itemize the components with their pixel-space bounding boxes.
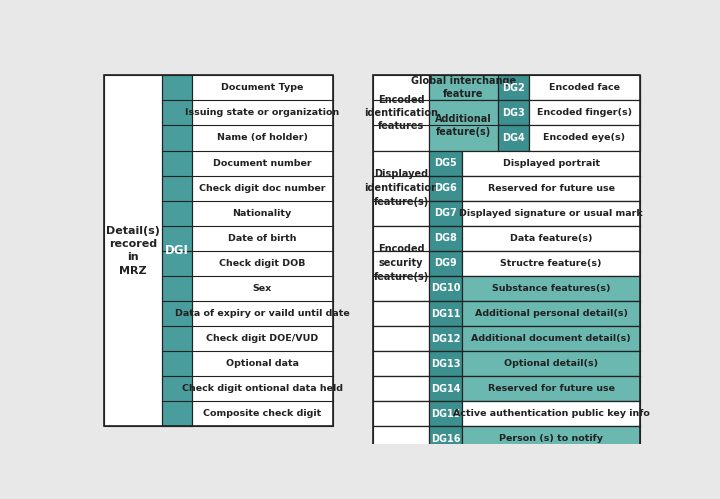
Bar [429, 276, 462, 301]
Bar [373, 401, 429, 427]
Text: DG7: DG7 [434, 208, 457, 218]
Text: DG13: DG13 [431, 359, 461, 369]
Bar [429, 401, 462, 427]
Text: Global interchange
feature: Global interchange feature [411, 76, 516, 99]
Bar [462, 276, 640, 301]
Bar [462, 251, 640, 276]
Bar [528, 75, 640, 100]
Text: Substance features(s): Substance features(s) [492, 284, 611, 293]
Bar [429, 351, 462, 376]
Text: Check digit ontional data held: Check digit ontional data held [181, 384, 343, 393]
Text: Document number: Document number [212, 159, 311, 168]
Text: DG9: DG9 [434, 258, 457, 268]
Text: DG15: DG15 [431, 409, 461, 419]
Bar [429, 176, 462, 201]
Text: DG8: DG8 [434, 234, 457, 244]
Bar [373, 151, 429, 226]
Text: Encoded finger(s): Encoded finger(s) [537, 108, 632, 117]
Text: Displayed portrait: Displayed portrait [503, 159, 600, 168]
Bar [373, 427, 429, 452]
Text: DG3: DG3 [502, 108, 525, 118]
Bar [528, 100, 640, 125]
Text: Encoded
identification
features: Encoded identification features [364, 95, 438, 131]
Text: Encoded eye(s): Encoded eye(s) [544, 133, 626, 143]
Text: Date of birth: Date of birth [228, 234, 297, 243]
Bar [498, 75, 528, 100]
Bar [462, 176, 640, 201]
Bar [104, 75, 333, 427]
Bar [429, 376, 462, 401]
Text: DG2: DG2 [502, 83, 525, 93]
Bar [429, 201, 462, 226]
Text: Data feature(s): Data feature(s) [510, 234, 593, 243]
Text: Name (of holder): Name (of holder) [217, 133, 307, 143]
Bar [498, 100, 528, 125]
Text: DG16: DG16 [431, 434, 461, 444]
Text: Encoded
security
feature(s): Encoded security feature(s) [374, 245, 429, 282]
Text: Check digit DOE/VUD: Check digit DOE/VUD [206, 334, 318, 343]
Text: Composite check digit: Composite check digit [203, 409, 321, 418]
Text: Person (s) to notify: Person (s) to notify [499, 435, 603, 444]
Bar [429, 326, 462, 351]
Text: DG12: DG12 [431, 334, 461, 344]
Bar [462, 351, 640, 376]
Bar [104, 75, 333, 427]
Text: Data of expiry or vaild until date: Data of expiry or vaild until date [175, 309, 349, 318]
Text: Issuing state or organization: Issuing state or organization [185, 108, 339, 117]
Text: Reserved for future use: Reserved for future use [487, 384, 615, 393]
Text: DG5: DG5 [434, 158, 457, 168]
Text: DGI: DGI [165, 245, 189, 257]
Bar [429, 301, 462, 326]
Text: Check digit doc number: Check digit doc number [199, 184, 325, 193]
Bar [373, 326, 429, 351]
Bar [462, 376, 640, 401]
Bar [429, 75, 498, 100]
Text: Additional document detail(s): Additional document detail(s) [472, 334, 631, 343]
Text: DG4: DG4 [502, 133, 525, 143]
Bar [373, 75, 640, 452]
Text: Structre feature(s): Structre feature(s) [500, 259, 602, 268]
Text: DG6: DG6 [434, 183, 457, 193]
Bar [429, 251, 462, 276]
Bar [498, 125, 528, 151]
Bar [162, 75, 192, 427]
Bar [462, 151, 640, 176]
Bar [373, 75, 640, 151]
Text: Sex: Sex [253, 284, 271, 293]
Bar [373, 301, 429, 326]
Bar [462, 201, 640, 226]
Bar [373, 75, 429, 151]
Text: Displayed signature or usual mark: Displayed signature or usual mark [459, 209, 643, 218]
Text: Detail(s)
recored
in
MRZ: Detail(s) recored in MRZ [106, 226, 160, 275]
Text: Active authentication public key info: Active authentication public key info [453, 409, 649, 418]
Text: Encoded face: Encoded face [549, 83, 620, 92]
Text: Displayed
identification
feature(s): Displayed identification feature(s) [364, 169, 438, 207]
Bar [429, 427, 462, 452]
Bar [429, 226, 462, 251]
Text: Document Type: Document Type [221, 83, 303, 92]
Bar [462, 301, 640, 326]
Text: Optional data: Optional data [225, 359, 299, 368]
Text: DG14: DG14 [431, 384, 461, 394]
Bar [462, 226, 640, 251]
Text: DG11: DG11 [431, 308, 461, 318]
Bar [462, 401, 640, 427]
Bar [429, 151, 462, 176]
Text: Reserved for future use: Reserved for future use [487, 184, 615, 193]
Bar [373, 351, 429, 376]
Bar [373, 226, 429, 301]
Bar [429, 100, 498, 151]
Text: Nationality: Nationality [233, 209, 292, 218]
Bar [462, 427, 640, 452]
Text: Additional
feature(s): Additional feature(s) [435, 114, 492, 137]
Text: Additional personal detail(s): Additional personal detail(s) [474, 309, 628, 318]
Bar [528, 125, 640, 151]
Bar [373, 376, 429, 401]
Bar [462, 326, 640, 351]
Text: DG10: DG10 [431, 283, 461, 293]
Text: Optional detail(s): Optional detail(s) [504, 359, 598, 368]
Text: Check digit DOB: Check digit DOB [219, 259, 305, 268]
